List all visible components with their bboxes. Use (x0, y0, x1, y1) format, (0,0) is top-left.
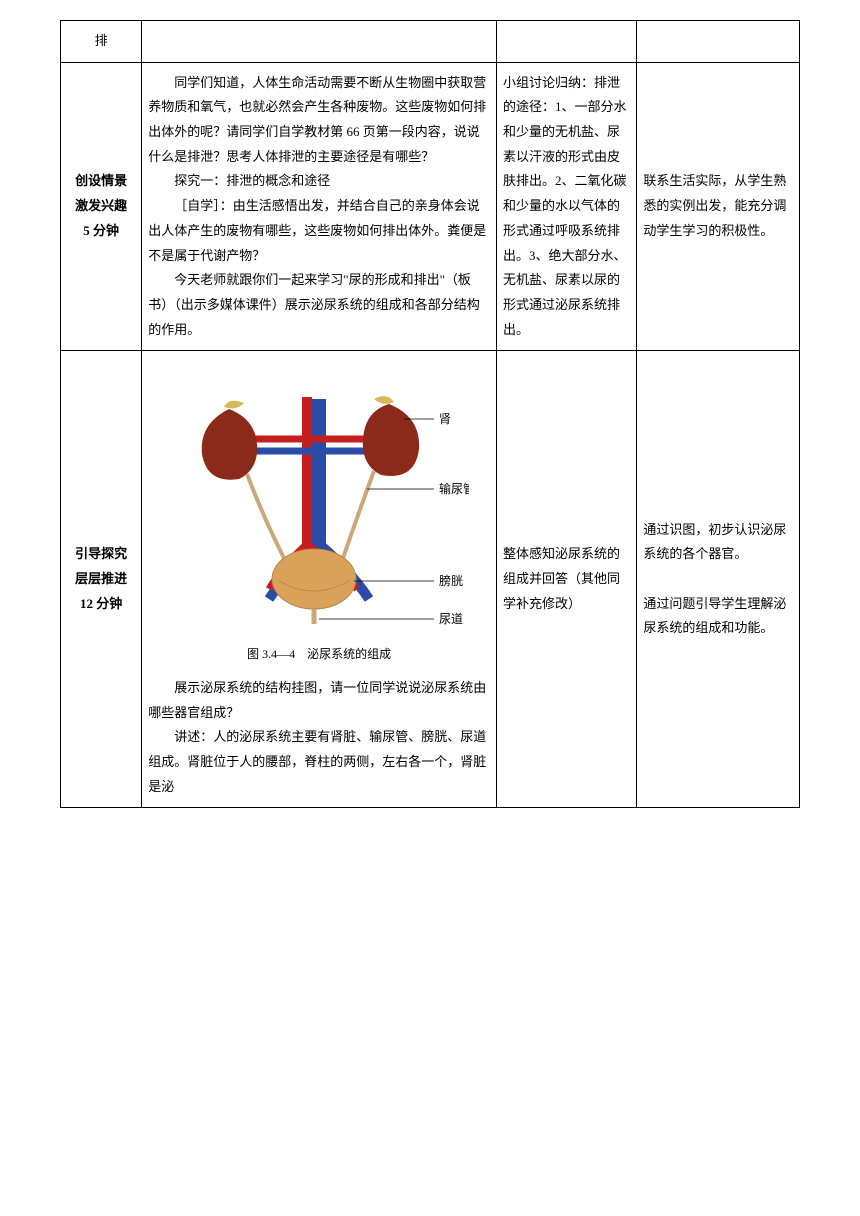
teacher-activity-cell: 肾 输尿管 膀胱 尿道 图 3.4—4 泌尿系统的组成 展示泌尿系统的结构挂图，… (142, 351, 497, 808)
paragraph: 整体感知泌尿系统的组成并回答（其他同学补充修改） (503, 542, 630, 616)
bladder-label: 膀胱 (439, 573, 463, 588)
paragraph: 探究一：排泄的概念和途径 (148, 169, 490, 194)
student-activity-cell (497, 21, 637, 63)
stage-title: 层层推进 (67, 567, 135, 592)
teacher-activity-cell (142, 21, 497, 63)
stage-duration: 12 分钟 (67, 592, 135, 617)
design-intent-cell: 通过识图，初步认识泌尿系统的各个器官。 通过问题引导学生理解泌尿系统的组成和功能… (637, 351, 800, 808)
table-row: 创设情景 激发兴趣 5 分钟 同学们知道，人体生命活动需要不断从生物圈中获取营养… (61, 62, 800, 351)
paragraph: 同学们知道，人体生命活动需要不断从生物圈中获取营养物质和氧气，也就必然会产生各种… (148, 71, 490, 170)
student-activity-cell: 小组讨论归纳：排泄的途径：1、一部分水和少量的无机盐、尿素以汗液的形式由皮肤排出… (497, 62, 637, 351)
design-intent-cell (637, 21, 800, 63)
stage-duration: 5 分钟 (67, 219, 135, 244)
stage-title: 引导探究 (67, 542, 135, 567)
stage-cell: 创设情景 激发兴趣 5 分钟 (61, 62, 142, 351)
paragraph: 小组讨论归纳：排泄的途径：1、一部分水和少量的无机盐、尿素以汗液的形式由皮肤排出… (503, 71, 630, 343)
table-row: 排 (61, 21, 800, 63)
paragraph: 联系生活实际，从学生熟悉的实例出发，能充分调动学生学习的积极性。 (643, 169, 793, 243)
kidney-left-icon (202, 409, 257, 480)
paragraph: ［自学］：由生活感悟出发，并结合自己的亲身体会说出人体产生的废物有哪些，这些废物… (148, 194, 490, 268)
teacher-activity-cell: 同学们知道，人体生命活动需要不断从生物圈中获取营养物质和氧气，也就必然会产生各种… (142, 62, 497, 351)
kidney-label: 肾 (439, 412, 451, 426)
lesson-plan-table: 排 创设情景 激发兴趣 5 分钟 同学们知道，人体生命活动需要不断从生物圈中获取… (60, 20, 800, 808)
bladder-icon (272, 549, 356, 609)
ureter-left-icon (247, 474, 287, 564)
stage-cell: 排 (61, 21, 142, 63)
urinary-system-svg: 肾 输尿管 膀胱 尿道 (169, 369, 469, 639)
urethra-label: 尿道 (439, 612, 463, 626)
ureter-label: 输尿管 (439, 481, 469, 496)
paragraph: 通过问题引导学生理解泌尿系统的组成和功能。 (643, 592, 793, 641)
ureter-right-icon (341, 471, 374, 564)
table-row: 引导探究 层层推进 12 分钟 (61, 351, 800, 808)
paragraph: 今天老师就跟你们一起来学习"尿的形成和排出"（板书）（出示多媒体课件）展示泌尿系… (148, 268, 490, 342)
design-intent-cell: 联系生活实际，从学生熟悉的实例出发，能充分调动学生学习的积极性。 (637, 62, 800, 351)
stage-title: 创设情景 (67, 169, 135, 194)
adrenal-icon (224, 401, 244, 409)
stage-cell: 引导探究 层层推进 12 分钟 (61, 351, 142, 808)
paragraph: 讲述：人的泌尿系统主要有肾脏、输尿管、膀胱、尿道组成。肾脏位于人的腰部，脊柱的两… (148, 725, 490, 799)
diagram-caption: 图 3.4—4 泌尿系统的组成 (148, 643, 490, 666)
stage-title: 激发兴趣 (67, 194, 135, 219)
urinary-system-diagram: 肾 输尿管 膀胱 尿道 图 3.4—4 泌尿系统的组成 (148, 369, 490, 666)
student-activity-cell: 整体感知泌尿系统的组成并回答（其他同学补充修改） (497, 351, 637, 808)
kidney-right-icon (363, 404, 419, 476)
paragraph: 通过识图，初步认识泌尿系统的各个器官。 (643, 518, 793, 567)
paragraph: 展示泌尿系统的结构挂图，请一位同学说说泌尿系统由哪些器官组成？ (148, 676, 490, 725)
adrenal-icon (374, 396, 394, 404)
